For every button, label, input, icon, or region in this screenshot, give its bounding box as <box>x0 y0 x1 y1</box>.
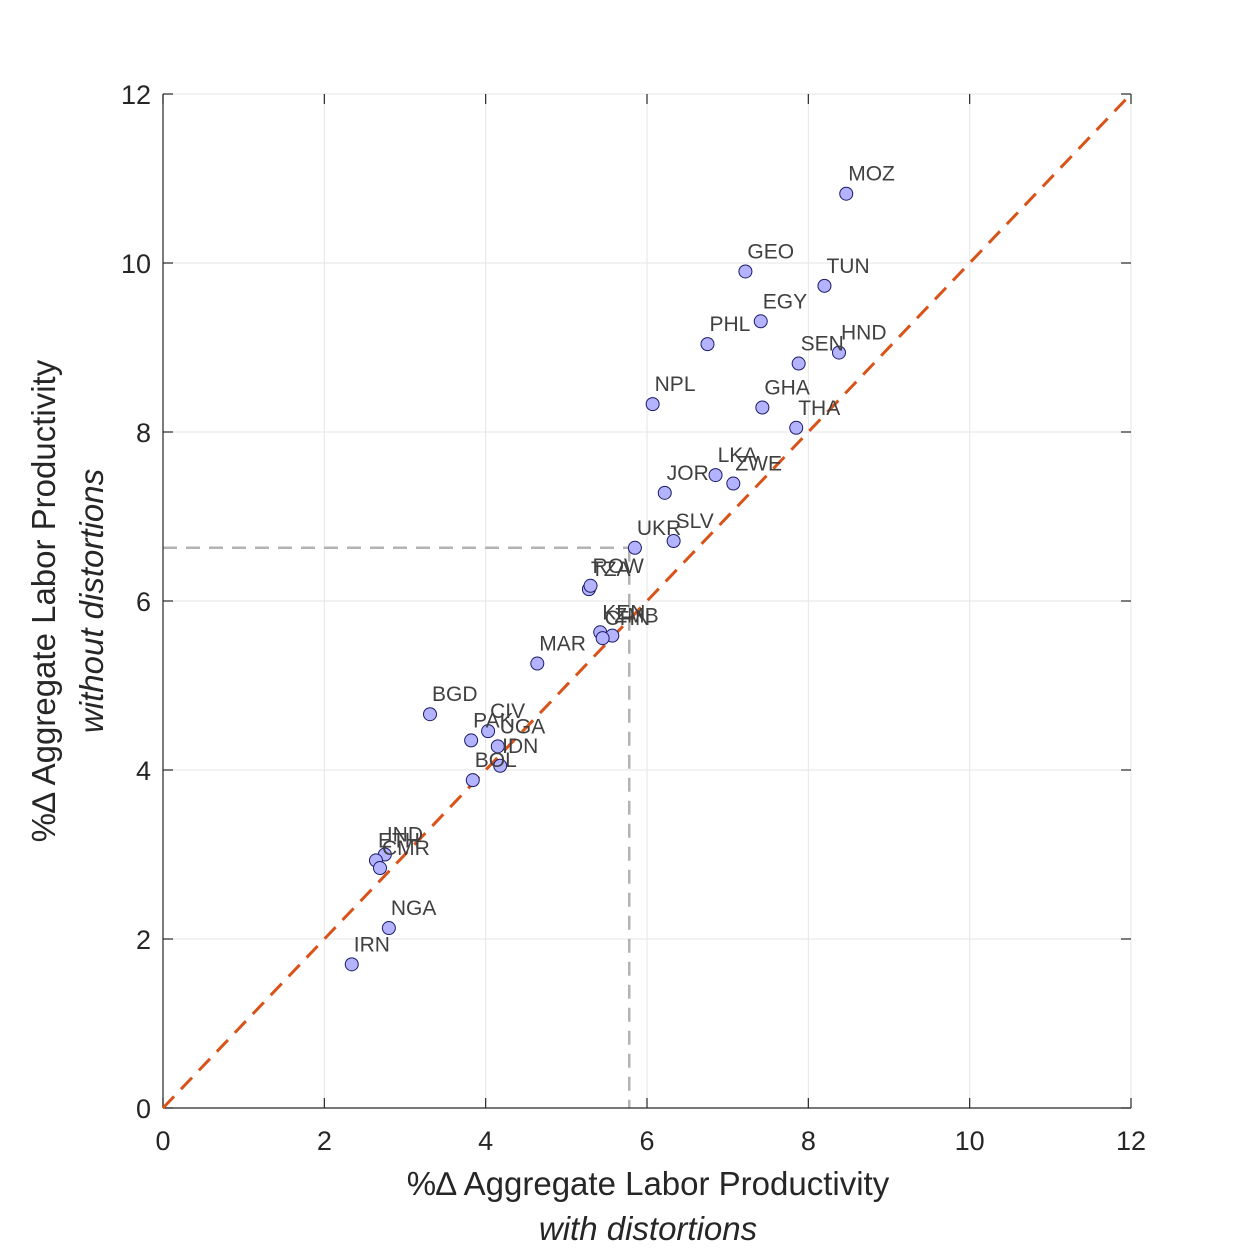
data-point-chn <box>595 631 610 646</box>
x-tick-label: 0 <box>155 1126 170 1156</box>
point-label-tun: TUN <box>826 255 869 278</box>
x-tick-label: 6 <box>639 1126 654 1156</box>
data-point-hnd <box>831 345 846 360</box>
data-point-idn <box>493 758 508 773</box>
data-point-slv <box>666 534 681 549</box>
data-point-jor <box>657 485 672 500</box>
data-point-irn <box>344 957 359 972</box>
y-tick-label: 12 <box>121 80 151 110</box>
data-point-gha <box>755 400 770 415</box>
y-tick-label: 8 <box>136 418 151 448</box>
data-point-phl <box>700 337 715 352</box>
point-label-npl: NPL <box>655 373 696 396</box>
y-tick-label: 0 <box>136 1094 151 1124</box>
data-point-ukr <box>627 540 642 555</box>
y-axis-subtitle: without distortions <box>73 469 110 733</box>
point-label-civ: CIV <box>490 700 525 723</box>
point-label-tha: THA <box>798 397 840 420</box>
data-point-egy <box>753 314 768 329</box>
y-axis-title: %∆ Aggregate Labor Productivity <box>25 359 62 842</box>
y-tick-label: 2 <box>136 925 151 955</box>
x-tick-label: 2 <box>317 1126 332 1156</box>
data-point-lka <box>708 468 723 483</box>
x-tick-label: 4 <box>478 1126 493 1156</box>
point-label-jor: JOR <box>667 462 709 485</box>
x-tick-label: 12 <box>1116 1126 1146 1156</box>
point-label-ind: IND <box>387 824 423 847</box>
data-point-moz <box>839 186 854 201</box>
point-label-row: ROW <box>593 555 645 578</box>
data-point-civ <box>481 724 496 739</box>
x-tick-label: 10 <box>955 1126 985 1156</box>
point-label-lka: LKA <box>718 444 758 467</box>
y-tick-label: 6 <box>136 587 151 617</box>
data-point-row <box>583 578 598 593</box>
point-label-ken: KEN <box>602 601 645 624</box>
point-label-sen: SEN <box>801 333 844 356</box>
point-label-idn: IDN <box>502 735 538 758</box>
y-tick-label: 10 <box>121 249 151 279</box>
data-point-tun <box>817 278 832 293</box>
point-label-moz: MOZ <box>848 163 895 186</box>
data-point-tha <box>789 420 804 435</box>
point-label-phl: PHL <box>710 313 751 336</box>
point-label-zwe: ZWE <box>735 453 782 476</box>
data-point-npl <box>645 397 660 412</box>
point-label-uga: UGA <box>500 715 546 738</box>
data-point-nga <box>381 921 396 936</box>
data-points <box>344 186 854 972</box>
point-label-ukr: UKR <box>637 517 681 540</box>
point-label-tza: TZA <box>591 558 631 581</box>
point-label-bol: BOL <box>475 749 517 772</box>
data-point-sen <box>791 356 806 371</box>
data-point-geo <box>738 264 753 279</box>
point-label-bgd: BGD <box>432 683 478 706</box>
data-point-bol <box>465 773 480 788</box>
point-label-egy: EGY <box>763 290 807 313</box>
data-point-uga <box>490 739 505 754</box>
data-point-zwe <box>726 476 741 491</box>
data-point-cmr <box>372 861 387 876</box>
point-label-cmr: CMR <box>382 837 430 860</box>
point-label-geo: GEO <box>747 240 794 263</box>
x-axis-subtitle: with distortions <box>539 1210 757 1247</box>
point-label-pak: PAK <box>473 709 513 732</box>
x-tick-label: 8 <box>801 1126 816 1156</box>
point-label-gha: GHA <box>764 376 810 399</box>
point-label-eth: ETH <box>378 829 420 852</box>
data-point-pak <box>464 733 479 748</box>
data-point-bgd <box>423 707 438 722</box>
data-point-mar <box>530 656 545 671</box>
point-label-nga: NGA <box>391 897 437 920</box>
point-label-irn: IRN <box>354 933 390 956</box>
point-label-chn: CHN <box>605 607 651 630</box>
axes: 0 2 4 6 8 10 12 0 2 4 6 8 10 12 <box>121 80 1146 1156</box>
y-tick-label: 4 <box>136 756 151 786</box>
x-axis-title: %∆ Aggregate Labor Productivity <box>407 1165 890 1202</box>
point-label-mar: MAR <box>539 633 586 656</box>
point-label-hnd: HND <box>841 322 887 345</box>
mean-guides <box>163 546 631 1108</box>
point-label-zmb: ZMB <box>614 605 658 628</box>
point-label-slv: SLV <box>676 510 714 533</box>
